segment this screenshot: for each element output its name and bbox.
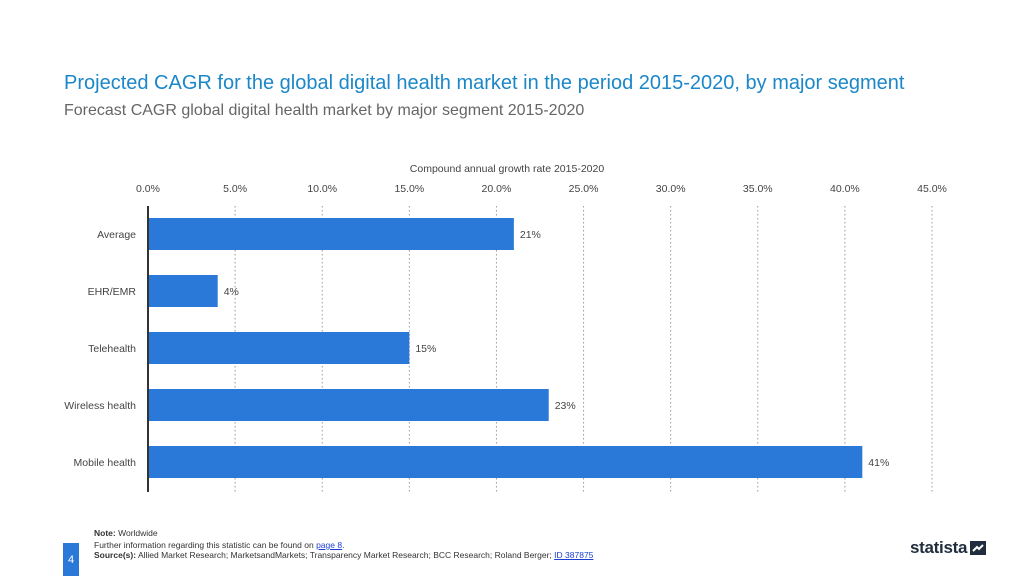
bars: Average 21% EHR/EMR 4% Telehealth 15% Wireless… bbox=[64, 218, 889, 478]
x-tick-label: 0.0% bbox=[136, 183, 160, 195]
category-label: Telehealth bbox=[88, 343, 136, 355]
info-text: Further information regarding this stati… bbox=[94, 540, 314, 550]
x-tick-label: 10.0% bbox=[307, 183, 337, 195]
brand-name: statista bbox=[910, 538, 968, 557]
page-number-badge: 4 bbox=[63, 543, 79, 576]
category-label: Wireless health bbox=[64, 400, 136, 412]
source-label: Source(s): bbox=[94, 550, 137, 560]
page-link[interactable]: page 8 bbox=[316, 540, 343, 550]
x-tick-label: 45.0% bbox=[917, 183, 947, 195]
chart-subtitle: Forecast CAGR global digital health mark… bbox=[64, 102, 585, 119]
x-tick-label: 35.0% bbox=[743, 183, 773, 195]
x-tick-label: 25.0% bbox=[569, 183, 599, 195]
statista-mark-icon bbox=[970, 541, 987, 555]
info-end: . bbox=[342, 540, 345, 550]
footer-source: Source(s): Allied Market Research; Marke… bbox=[94, 550, 593, 560]
x-tick-label: 40.0% bbox=[830, 183, 860, 195]
bar[interactable] bbox=[148, 218, 514, 250]
data-label: 23% bbox=[555, 400, 576, 412]
tick-labels: 0.0% 5.0% 10.0% 15.0% 20.0% 25.0% 30.0% 35.0% 40… bbox=[136, 183, 947, 195]
category-label: EHR/EMR bbox=[88, 286, 137, 298]
data-label: 4% bbox=[224, 286, 239, 298]
category-label: Mobile health bbox=[74, 457, 137, 469]
source-text: Allied Market Research; MarketsandMarket… bbox=[137, 550, 552, 560]
footer-info: Further information regarding this stati… bbox=[94, 540, 344, 550]
bar[interactable] bbox=[148, 275, 218, 307]
data-label: 21% bbox=[520, 229, 541, 241]
x-tick-label: 15.0% bbox=[394, 183, 424, 195]
chart-title: Projected CAGR for the global digital he… bbox=[64, 72, 905, 94]
statista-logo[interactable]: statista bbox=[910, 538, 987, 558]
bar[interactable] bbox=[148, 389, 549, 421]
bar[interactable] bbox=[148, 332, 410, 364]
x-tick-label: 30.0% bbox=[656, 183, 686, 195]
bar-chart: Compound annual growth rate 2015-2020 0.… bbox=[64, 163, 947, 492]
note-text: Worldwide bbox=[118, 528, 158, 538]
x-axis-title: Compound annual growth rate 2015-2020 bbox=[410, 163, 605, 175]
x-tick-label: 5.0% bbox=[223, 183, 247, 195]
data-label: 15% bbox=[415, 343, 436, 355]
category-label: Average bbox=[97, 229, 136, 241]
bar[interactable] bbox=[148, 446, 863, 478]
source-id-link[interactable]: ID 387875 bbox=[554, 550, 594, 560]
data-label: 41% bbox=[868, 457, 889, 469]
footer-note: Note: Worldwide bbox=[94, 528, 158, 538]
x-tick-label: 20.0% bbox=[482, 183, 512, 195]
note-label: Note: bbox=[94, 528, 116, 538]
